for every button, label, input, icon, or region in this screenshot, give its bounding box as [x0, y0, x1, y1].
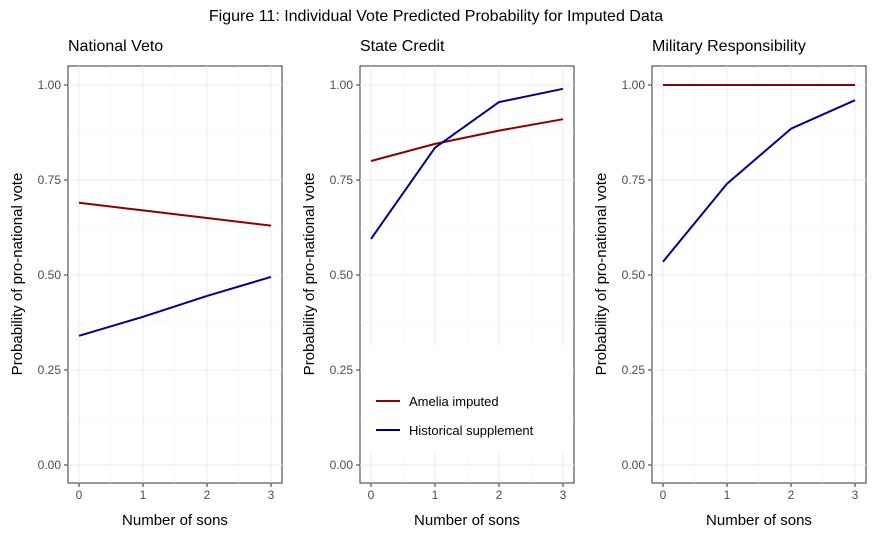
x-axis-title: Number of sons: [414, 512, 520, 529]
x-tick-label: 2: [204, 488, 211, 502]
y-axis-title: Probability of pro-national vote: [301, 173, 318, 376]
panel-title: Military Responsibility: [652, 38, 806, 55]
x-tick-label: 3: [560, 488, 567, 502]
x-tick-label: 0: [368, 488, 375, 502]
series-line-amelia-imputed: [370, 118, 564, 162]
y-tick-label: 0.25: [622, 363, 646, 377]
figure-title: Figure 11: Individual Vote Predicted Pro…: [209, 8, 663, 25]
y-axis-ticks: 0.00 0.25 0.50 0.75 1.00: [330, 78, 360, 472]
grid: [652, 66, 866, 483]
panel-title: State Credit: [360, 38, 445, 55]
y-tick-label: 0.75: [622, 173, 646, 187]
y-tick-label: 0.75: [38, 173, 62, 187]
y-tick-label: 0.50: [622, 268, 646, 282]
y-tick-label: 0.75: [330, 173, 354, 187]
panel-military-responsibility: Military Responsibility 0.00 0.25 0.50 0.75…: [593, 38, 867, 529]
y-tick-label: 1.00: [622, 78, 646, 92]
x-tick-label: 0: [76, 488, 83, 502]
series-line-amelia-imputed: [78, 201, 272, 227]
panel-state-credit: State Credit 0.00 0.25 0.50 0.75 1.00 0 1 2 3 N…: [301, 38, 575, 529]
y-tick-label: 0.25: [330, 363, 354, 377]
x-tick-label: 3: [268, 488, 275, 502]
series-lines: [662, 84, 856, 263]
x-axis-title: Number of sons: [706, 512, 812, 529]
x-axis-ticks: 0 1 2 3: [660, 483, 859, 502]
panel-title: National Veto: [68, 38, 163, 55]
x-tick-label: 0: [660, 488, 667, 502]
y-tick-label: 1.00: [38, 78, 62, 92]
x-axis-ticks: 0 1 2 3: [76, 483, 275, 502]
y-tick-label: 0.00: [330, 458, 354, 472]
series-lines: [78, 201, 272, 337]
x-tick-label: 2: [788, 488, 795, 502]
y-tick-label: 1.00: [330, 78, 354, 92]
y-axis-title: Probability of pro-national vote: [593, 173, 610, 376]
y-tick-label: 0.00: [622, 458, 646, 472]
series-line-historical-supplement: [662, 99, 856, 263]
series-lines: [370, 87, 564, 240]
y-axis-ticks: 0.00 0.25 0.50 0.75 1.00: [622, 78, 652, 472]
x-axis-title: Number of sons: [122, 512, 228, 529]
y-axis-title: Probability of pro-national vote: [9, 173, 26, 376]
series-line-historical-supplement: [370, 87, 564, 240]
x-tick-label: 2: [496, 488, 503, 502]
y-axis-ticks: 0.00 0.25 0.50 0.75 1.00: [38, 78, 68, 472]
x-tick-label: 1: [140, 488, 147, 502]
legend: Amelia imputed Historical supplement: [364, 347, 572, 451]
y-tick-label: 0.00: [38, 458, 62, 472]
legend-background: [364, 347, 572, 451]
x-tick-label: 3: [852, 488, 859, 502]
legend-label-historical-supplement: Historical supplement: [409, 423, 534, 438]
y-tick-label: 0.50: [38, 268, 62, 282]
x-axis-ticks: 0 1 2 3: [368, 483, 567, 502]
x-tick-label: 1: [724, 488, 731, 502]
grid: [68, 66, 282, 483]
legend-label-amelia-imputed: Amelia imputed: [409, 394, 499, 409]
y-tick-label: 0.25: [38, 363, 62, 377]
x-tick-label: 1: [432, 488, 439, 502]
series-line-historical-supplement: [78, 275, 272, 337]
y-tick-label: 0.50: [330, 268, 354, 282]
